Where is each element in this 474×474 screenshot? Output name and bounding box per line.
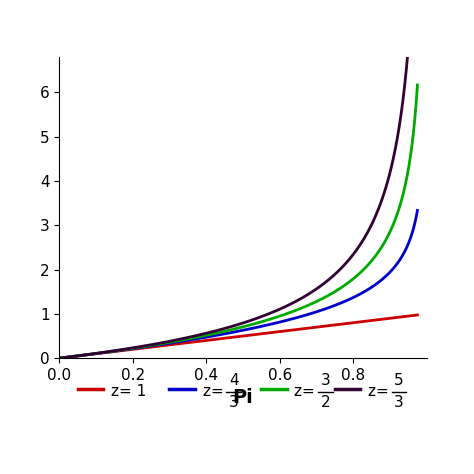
Text: z= 1: z= 1 — [110, 384, 146, 399]
Text: 2: 2 — [321, 395, 330, 410]
Text: z=: z= — [368, 384, 393, 399]
X-axis label: Pi: Pi — [233, 389, 253, 408]
Text: 5: 5 — [394, 373, 404, 388]
Text: z=: z= — [294, 384, 320, 399]
Text: 3: 3 — [321, 373, 330, 388]
Text: 3: 3 — [229, 395, 238, 410]
Text: 4: 4 — [229, 373, 238, 388]
Text: 3: 3 — [394, 395, 404, 410]
Text: z=: z= — [202, 384, 228, 399]
